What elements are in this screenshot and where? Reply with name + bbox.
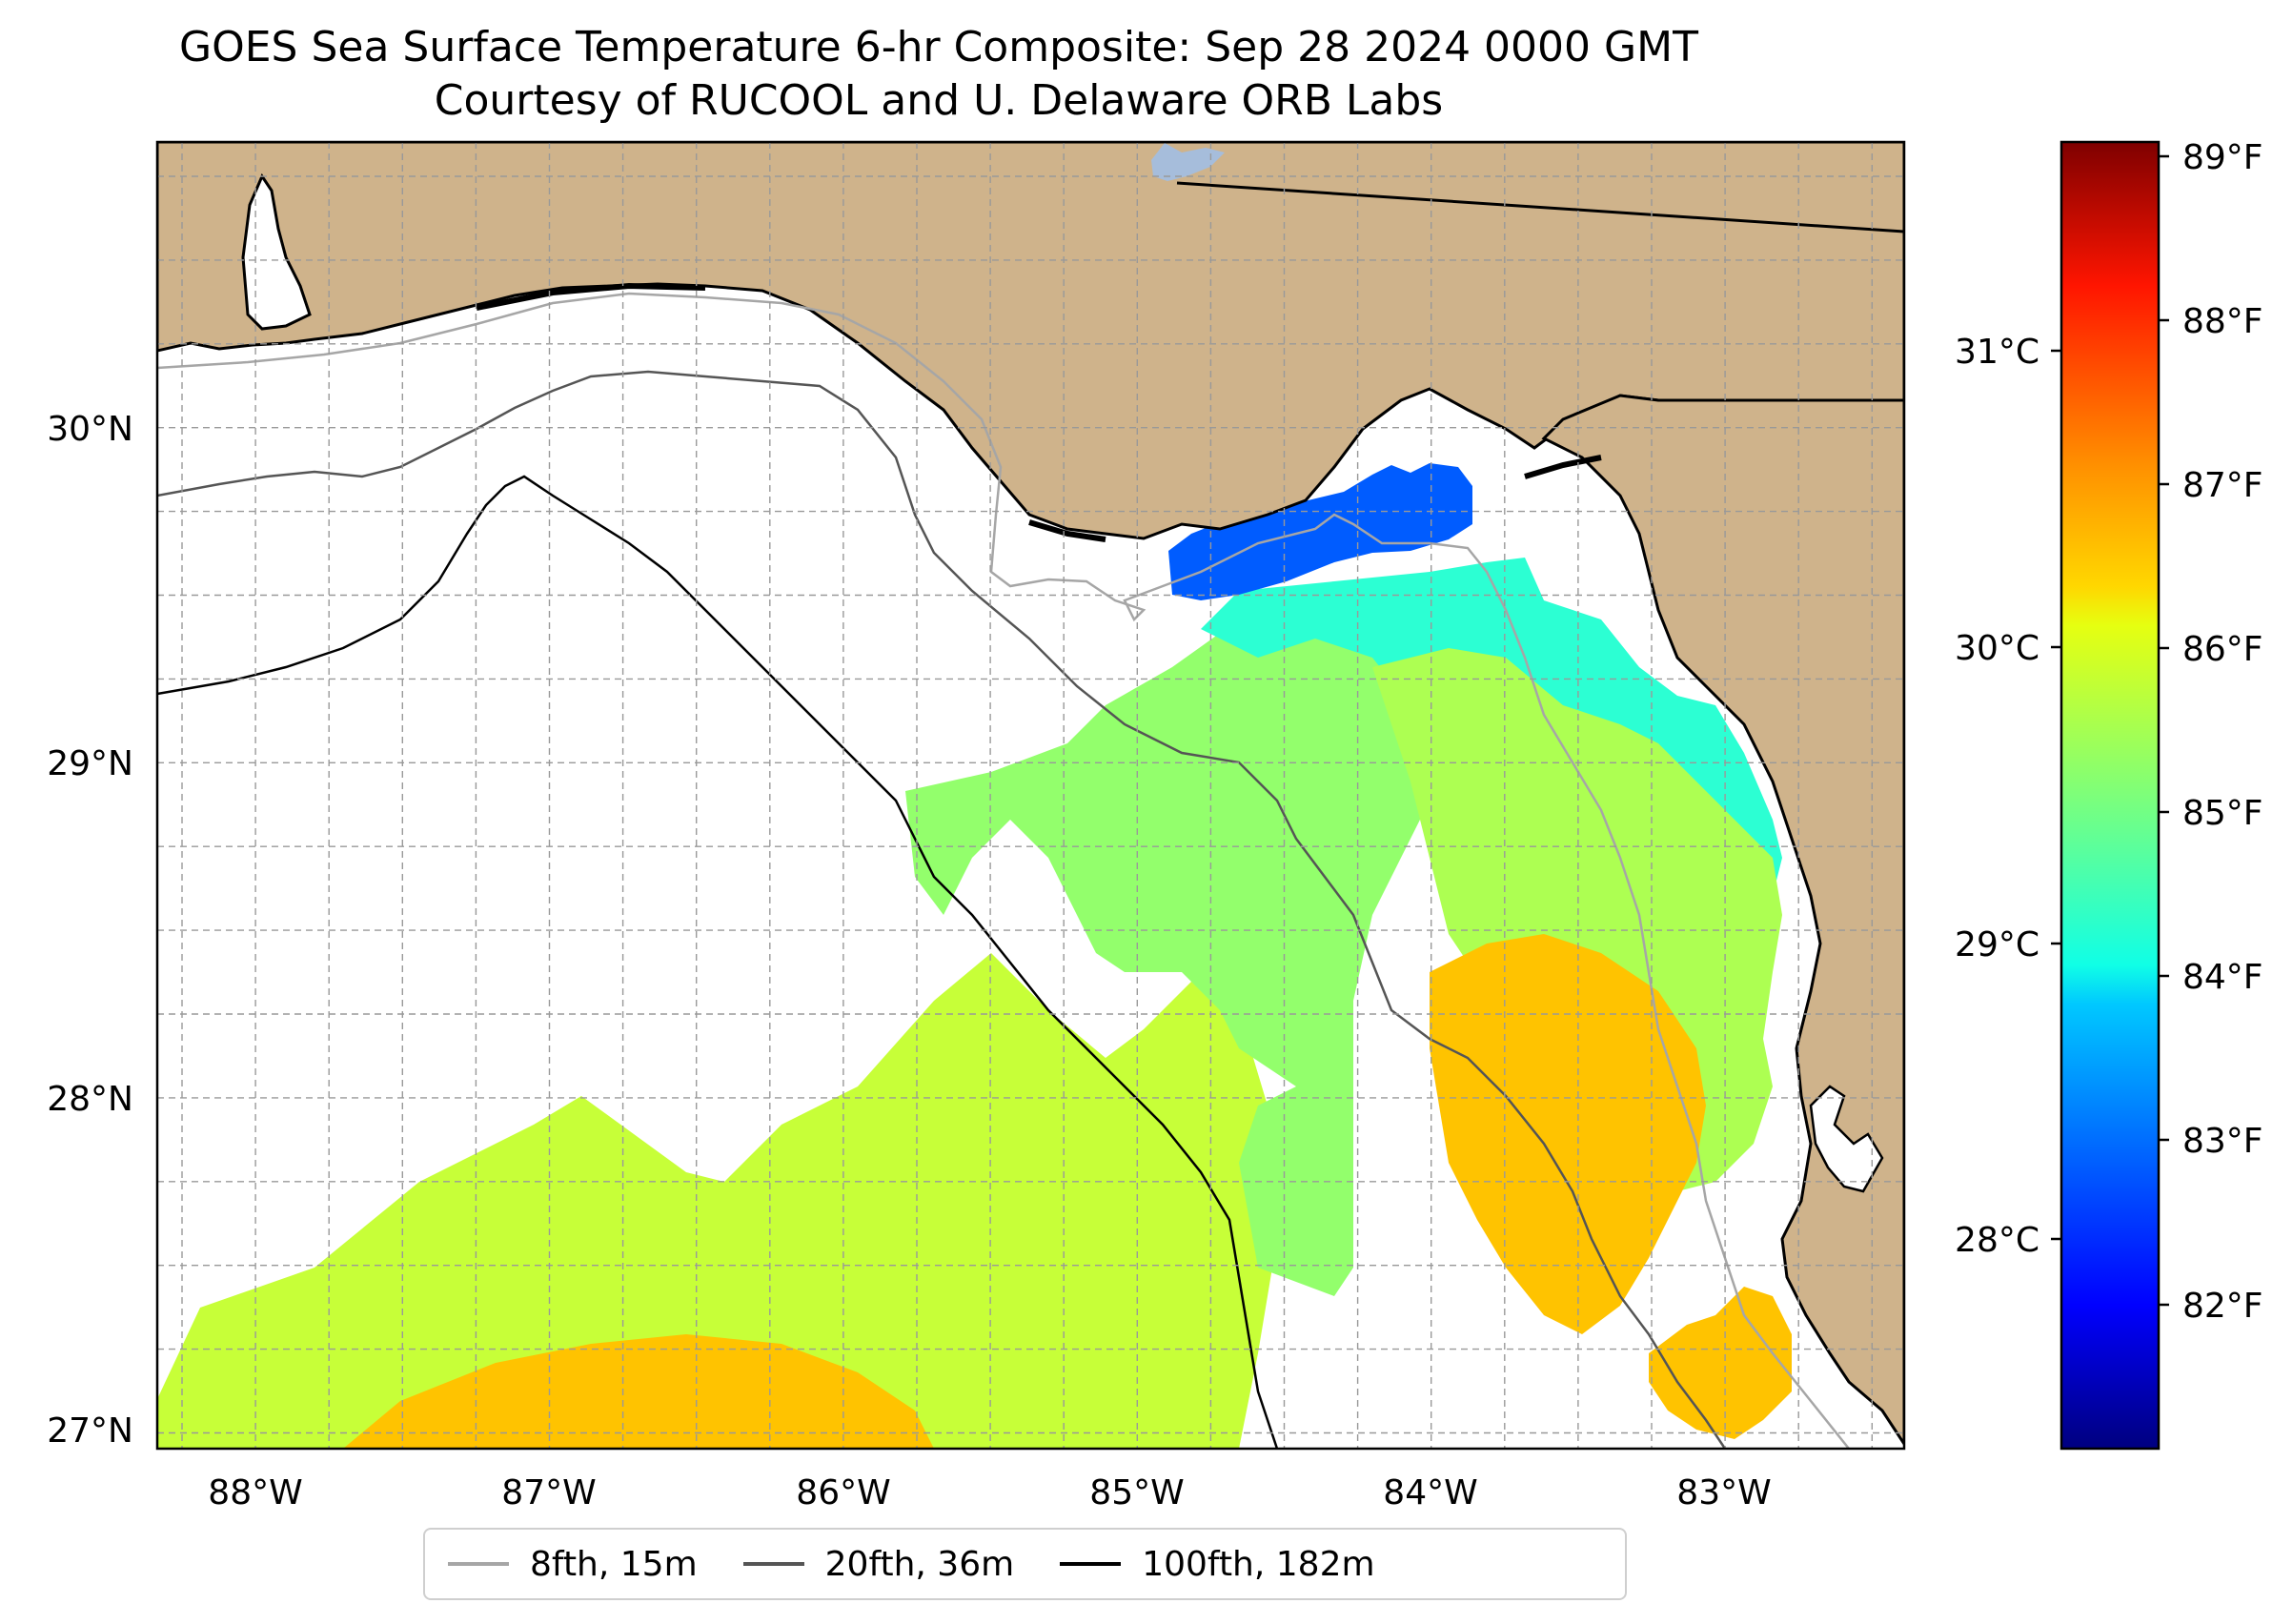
lon-tick-label: 86°W <box>796 1473 890 1512</box>
celsius-tick-label: 28°C <box>1955 1221 2039 1260</box>
legend-item-8fth: 8fth, 15m <box>448 1545 698 1584</box>
land-florida-peninsula <box>1541 394 1904 1447</box>
fahrenheit-tick-label: 85°F <box>2182 794 2263 833</box>
sst-region-northern-bay-cold <box>1168 463 1472 600</box>
map-frame <box>155 140 1906 1451</box>
legend-item-100fth: 100fth, 182m <box>1060 1544 1375 1584</box>
fahrenheit-tick-label: 87°F <box>2182 466 2263 505</box>
celsius-tick-label: 29°C <box>1955 925 2039 964</box>
fahrenheit-tick-label: 89°F <box>2182 138 2263 177</box>
lon-tick-label: 88°W <box>208 1473 302 1512</box>
legend-swatch <box>448 1562 509 1566</box>
isobath-legend: 8fth, 15m 20fth, 36m 100fth, 182m <box>423 1528 1627 1600</box>
legend-label: 8fth, 15m <box>530 1544 698 1584</box>
fahrenheit-tick-label: 83°F <box>2182 1122 2263 1161</box>
fahrenheit-tick-label: 88°F <box>2182 302 2263 341</box>
map-title: GOES Sea Surface Temperature 6-hr Compos… <box>0 21 1877 128</box>
land-tampa-bay-water <box>1809 1085 1884 1193</box>
lat-tick-label: 29°N <box>47 744 133 783</box>
lake-seminole <box>1151 143 1225 181</box>
legend-label: 100fth, 182m <box>1142 1544 1375 1584</box>
celsius-tick-label: 30°C <box>1955 629 2039 668</box>
colorbar-gradient <box>2060 140 2161 1451</box>
fahrenheit-tick-label: 84°F <box>2182 958 2263 997</box>
land-mobile-bay-water <box>241 173 312 331</box>
isobath-8fth <box>157 292 1850 1449</box>
gridlines <box>157 142 1904 1449</box>
isobath-100fth <box>157 475 1279 1449</box>
sst-region-tampa-offshore-south <box>1649 1287 1792 1439</box>
sst-region-central-shelf <box>905 591 1449 1296</box>
sst-region-southwest-gulf <box>157 953 1277 1449</box>
barrier-islands <box>476 282 1602 542</box>
legend-swatch <box>1060 1562 1122 1566</box>
lon-tick-label: 84°W <box>1383 1473 1477 1512</box>
lat-tick-label: 30°N <box>47 410 133 449</box>
sst-region-southern-warm-core <box>343 1334 934 1449</box>
lat-tick-label: 28°N <box>47 1080 133 1119</box>
state-border-ga-fl <box>1176 181 1904 233</box>
land-alabama-florida-panhandle <box>157 142 1904 540</box>
legend-label: 20fth, 36m <box>824 1544 1015 1584</box>
title-line-1: GOES Sea Surface Temperature 6-hr Compos… <box>179 23 1698 71</box>
colorbar: 31°C 30°C 29°C 28°C 89°F 88°F 87°F 86°F … <box>1955 138 2263 1451</box>
fahrenheit-tick-label: 86°F <box>2182 630 2263 669</box>
lon-tick-label: 85°W <box>1089 1473 1184 1512</box>
legend-item-20fth: 20fth, 36m <box>742 1544 1015 1584</box>
sst-region-tampa-offshore <box>1430 934 1706 1334</box>
lat-tick-label: 27°N <box>47 1411 133 1451</box>
celsius-tick-label: 31°C <box>1955 333 2039 372</box>
lon-tick-label: 87°W <box>501 1473 596 1512</box>
title-line-2: Courtesy of RUCOOL and U. Delaware ORB L… <box>434 76 1444 125</box>
isobath-20fth <box>157 370 1727 1449</box>
lon-tick-label: 83°W <box>1676 1473 1771 1512</box>
fahrenheit-tick-label: 82°F <box>2182 1287 2263 1326</box>
legend-swatch <box>742 1562 804 1566</box>
